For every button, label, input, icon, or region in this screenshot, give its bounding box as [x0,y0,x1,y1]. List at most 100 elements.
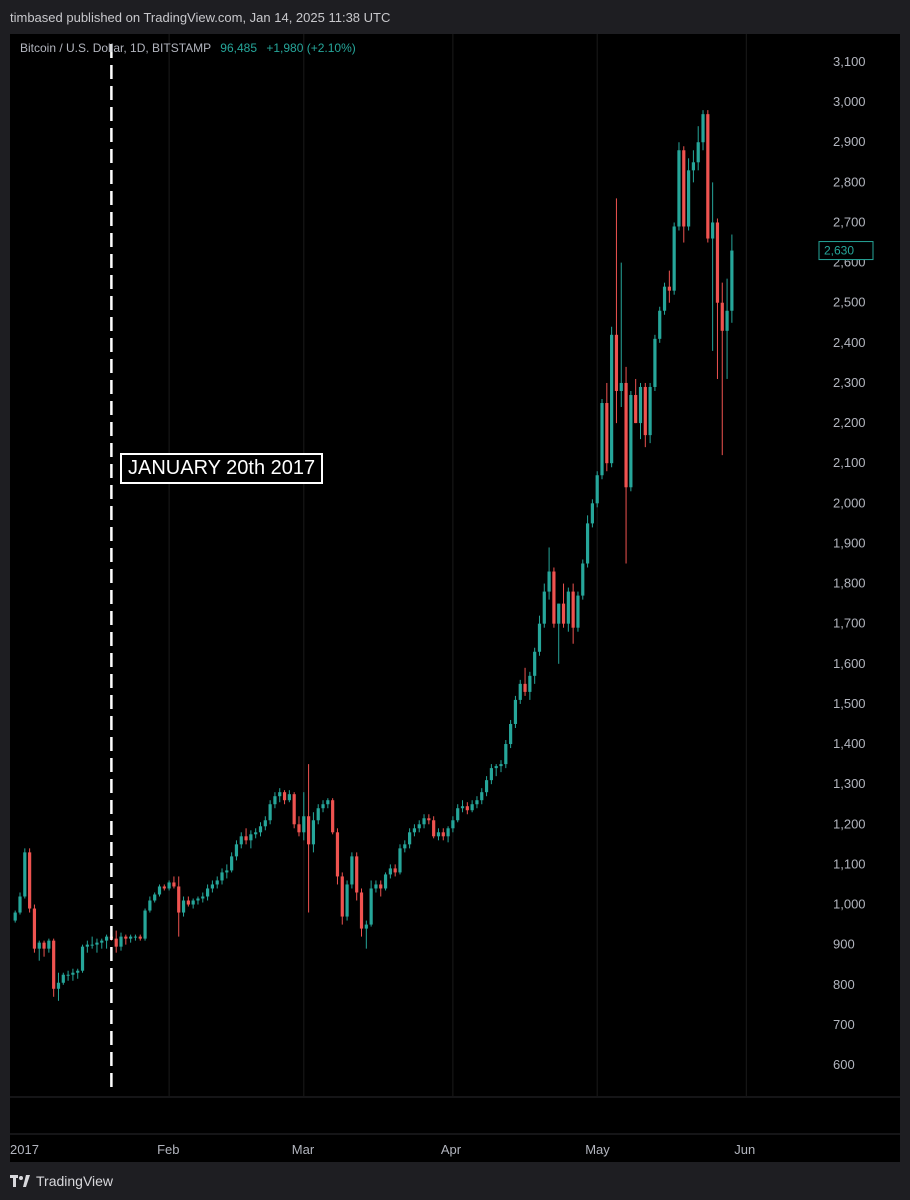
candle-body [547,571,551,592]
symbol-legend[interactable]: Bitcoin / U.S. Dollar, 1D, BITSTAMP 96,4… [20,41,356,55]
candle-body [446,828,450,837]
candle-body [715,222,720,303]
candle-body [331,800,335,833]
candle-body [119,936,123,947]
candle-body [619,382,623,391]
candle-body [215,880,219,885]
candle-body [489,768,493,781]
candle-body [369,888,373,925]
candle-body [297,824,301,833]
current-price-tag: 2,630 [818,241,874,261]
candle-body [494,766,498,769]
candle-body [720,302,724,331]
y-tick-label: 2,100 [833,455,866,470]
candle-body [148,900,152,911]
y-tick-label: 1,500 [833,696,866,711]
y-tick-label: 2,000 [833,495,866,510]
candle-body [167,882,171,889]
y-tick-label: 3,100 [833,54,866,69]
x-tick-label: 2017 [10,1142,39,1157]
candle-body [153,894,157,901]
candle-body [552,571,556,624]
candle-body [292,794,296,825]
y-tick-label: 1,300 [833,776,866,791]
candle-body [129,936,133,939]
candle-body [201,896,205,899]
chart-frame [0,34,910,1162]
candle-body [441,832,445,837]
candle-body [504,744,508,765]
candle-body [653,338,657,387]
y-tick-label: 2,700 [833,214,866,229]
candle-body [388,868,392,875]
candle-body [624,382,628,488]
candle-body [523,683,527,692]
candle-body [614,334,619,391]
date-annotation: JANUARY 20th 2017 [120,453,324,484]
price-change: +1,980 (+2.10%) [266,41,356,55]
candle-body [537,623,542,652]
candle-body [56,982,61,989]
candle-body [18,896,22,913]
candle-body [379,884,383,889]
y-tick-label: 2,500 [833,295,866,310]
candle-body [711,222,715,239]
candle-body [576,595,580,628]
x-tick-label: Jun [734,1142,755,1157]
candle-body [273,796,277,805]
candle-body [90,944,94,946]
candle-body [61,974,65,983]
candle-body [605,403,609,464]
candle-body [686,170,691,227]
current-price-box [818,241,874,261]
candle-body [177,886,181,913]
brand-label: TradingView [36,1173,114,1189]
candle-body [278,792,282,797]
candle-body [571,591,575,628]
candle-body [484,780,489,793]
candle-body [186,900,190,905]
candle-body [42,942,46,949]
y-tick-label: 800 [833,977,855,992]
y-tick-label: 1,800 [833,576,866,591]
candle-body [23,852,27,897]
candle-body [374,884,378,889]
candle-body [412,828,417,833]
candle-body [585,523,590,564]
y-tick-label: 2,300 [833,375,866,390]
candle-body [307,816,311,845]
candle-body [595,475,599,504]
y-tick-label: 2,200 [833,415,866,430]
candle-body [114,938,118,947]
y-tick-label: 1,700 [833,616,866,631]
candle-body [234,844,239,857]
candle-body [254,832,258,835]
candle-body [629,394,633,488]
candle-body [658,310,662,339]
candle-body [730,250,734,311]
candle-body [590,503,594,524]
tradingview-brand[interactable]: TradingView [10,1173,113,1189]
y-tick-label: 2,800 [833,174,866,189]
candle-body [672,226,676,291]
tradingview-logo-icon [10,1175,30,1187]
candle-body [80,946,85,971]
candle-body [533,651,537,676]
footer-bar: TradingView [0,1162,910,1200]
candle-body [528,675,532,692]
candle-body [13,912,17,921]
candle-body [465,806,469,811]
candle-body [244,836,248,841]
candle-body [210,884,214,889]
candle-body [268,804,272,821]
candle-body [610,334,614,464]
y-tick-label: 1,000 [833,897,866,912]
y-tick-label: 1,100 [833,856,866,871]
candle-body [696,142,700,163]
candle-body [326,800,330,805]
candle-body [480,792,484,801]
candle-body [104,936,109,941]
x-tick-label: Mar [292,1142,315,1157]
candle-body [263,820,267,827]
